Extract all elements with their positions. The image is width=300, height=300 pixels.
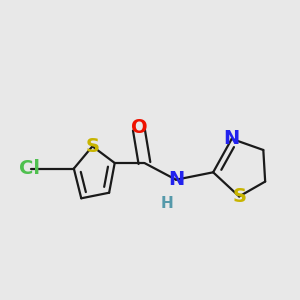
Text: Cl: Cl [19, 159, 40, 178]
Text: N: N [224, 129, 240, 148]
Text: S: S [85, 137, 99, 156]
Text: H: H [160, 196, 173, 211]
Text: N: N [168, 170, 184, 189]
Text: S: S [232, 187, 246, 206]
Text: O: O [130, 118, 147, 137]
